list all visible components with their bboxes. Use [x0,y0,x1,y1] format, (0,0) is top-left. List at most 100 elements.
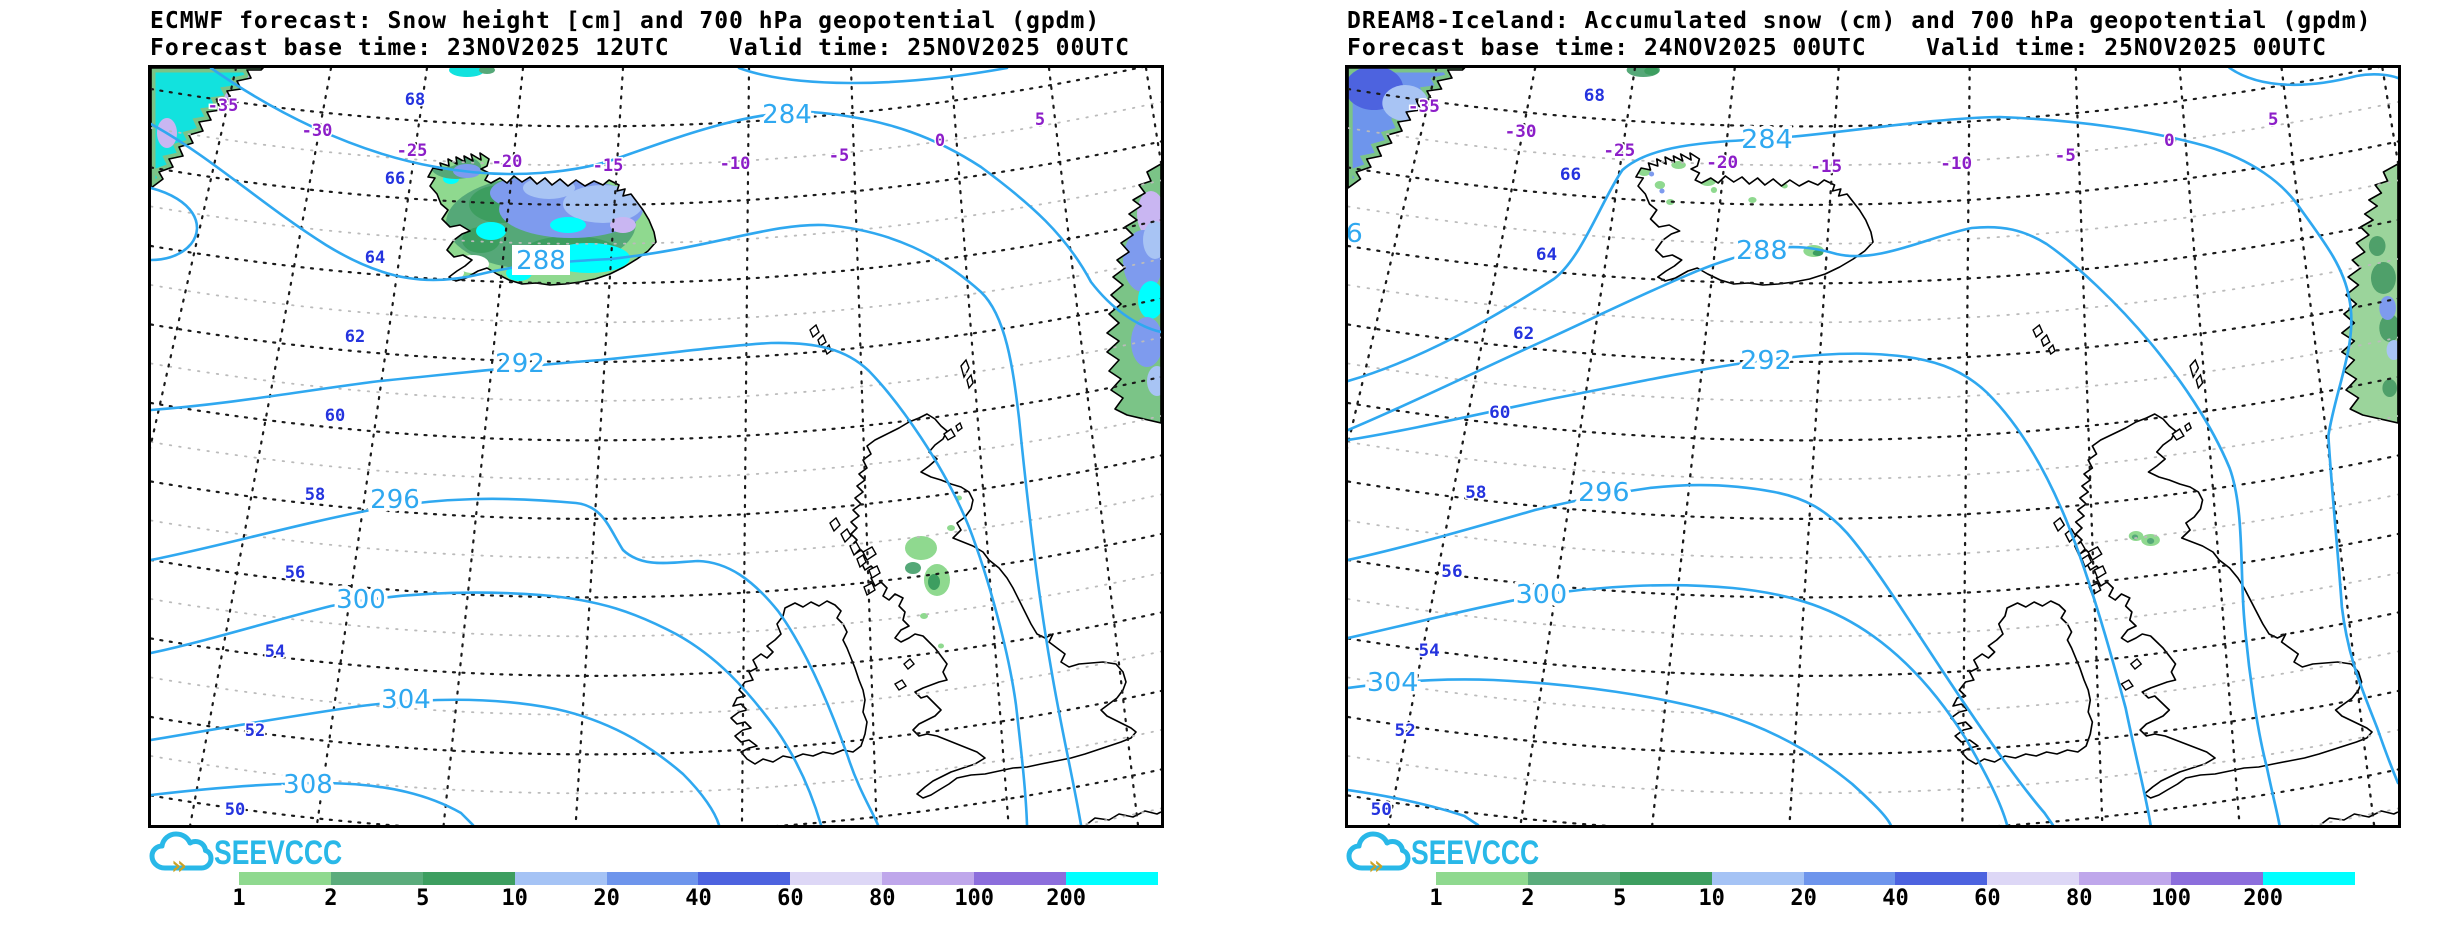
contour-label: 288 [1736,235,1788,265]
longitude-label: -25 [397,141,428,161]
map-canvas-ecmwf: 284 288 292 296 300 304 308 -35 -30 -25 -20 -15 -10 -… [148,65,1164,828]
snow-colorbar-labels: 1 2 5 10 20 40 60 80 100 200 [1429,886,2376,912]
longitude-label: -35 [208,96,239,116]
longitude-label: -20 [492,152,523,172]
legend-swatch [1066,872,1158,885]
contour-label: 292 [1740,345,1792,375]
logo-arrow-icon: » [1368,851,1384,876]
latitude-label: 64 [365,248,385,268]
legend-swatch [698,872,791,885]
panel-subtitle: Forecast base time: 24NOV2025 00UTC Vali… [1347,35,2327,61]
latitude-label: 50 [1371,800,1392,820]
latitude-label: 68 [405,90,425,110]
contour-label: 288 [516,246,566,276]
contour-label: 304 [381,685,431,715]
snow-colorbar [239,872,1158,885]
map-labels: 6 284 288 292 296 300 304 -35 -30 -25 -20 -15 -10 -5 0… [1346,85,2280,822]
longitude-label: -35 [1408,97,1440,117]
latitude-label: 56 [1441,562,1462,582]
contour-label: 300 [1516,579,1568,609]
longitude-label: -10 [1940,154,1972,174]
latitude-label: 54 [1418,641,1439,661]
snow-colorbar-labels: 1 2 5 10 20 40 60 80 100 200 [232,886,1179,912]
legend-swatch [790,872,883,885]
panel-title: DREAM8-Iceland: Accumulated snow (cm) an… [1347,8,2372,34]
contour-label-box [512,245,570,275]
legend-tick-label: 200 [2243,886,2283,911]
contour-label: 6 [1346,218,1363,248]
latitude-label: 56 [285,563,305,583]
longitude-label: -5 [2055,146,2076,166]
legend-tick-label: 20 [593,886,620,911]
latitude-label: 54 [265,642,285,662]
panel-footer: » SEEVCCC 1 2 5 10 20 40 60 80 100 200 [1345,828,2401,925]
longitude-label: 0 [2164,131,2175,151]
legend-tick-label: 200 [1046,886,1086,911]
legend-tick-label: 40 [685,886,712,911]
legend-tick-label: 2 [324,886,338,911]
panel-subtitle: Forecast base time: 23NOV2025 12UTC Vali… [150,35,1130,61]
legend-swatch [514,872,607,885]
legend-swatch [1803,872,1896,885]
legend-swatch [2263,872,2355,885]
legend-swatch [1527,872,1620,885]
latitude-label: 52 [245,721,265,741]
contour-label: 296 [1578,477,1630,507]
contour-label: 284 [762,100,812,130]
legend-swatch [1987,872,2080,885]
contour-label: 284 [1741,124,1793,154]
longitude-label: -15 [1810,157,1842,177]
longitude-label: -5 [829,146,849,166]
legend-tick-label: 60 [777,886,804,911]
latitude-label: 58 [1465,483,1486,503]
contour-label: 304 [1367,667,1419,697]
latitude-label: 62 [345,327,365,347]
legend-tick-label: 10 [1698,886,1725,911]
latitude-label: 64 [1536,245,1557,265]
panel-title-block: DREAM8-Iceland: Accumulated snow (cm) an… [1347,8,2371,62]
legend-swatch [606,872,699,885]
legend-tick-label: 100 [2151,886,2192,911]
legend-swatch [330,872,423,885]
longitude-label: -25 [1603,141,1635,161]
legend-swatch [2171,872,2264,885]
snow-colorbar [1436,872,2355,885]
legend-swatch [422,872,515,885]
legend-tick-label: 5 [1613,886,1627,911]
legend-swatch [882,872,975,885]
contour-label: 300 [336,585,386,615]
latitude-label: 62 [1513,324,1534,344]
panel-title-block: ECMWF forecast: Snow height [cm] and 700… [150,8,1130,62]
legend-swatch [1436,872,1528,885]
latitude-label: 66 [1560,165,1581,185]
legend-swatch [1895,872,1988,885]
latitude-label: 52 [1395,721,1416,741]
legend-tick-label: 40 [1882,886,1909,911]
logo-text: SEEVCCC [1411,833,1540,872]
legend-tick-label: 1 [1429,886,1443,911]
legend-swatch [2079,872,2172,885]
legend-tick-label: 100 [954,886,995,911]
legend-tick-label: 60 [1974,886,2001,911]
contour-label: 296 [370,485,420,515]
cloud-logo-icon: » [1346,831,1411,876]
panel-dream8: DREAM8-Iceland: Accumulated snow (cm) an… [1345,0,2401,925]
longitude-label: 5 [1035,110,1045,130]
contour-label: 308 [283,770,333,800]
map-canvas-dream8: 6 284 288 292 296 300 304 -35 -30 -25 -20 -15 -10 -5 0… [1345,65,2401,828]
latitude-label: 68 [1584,86,1605,106]
panel-footer: » SEEVCCC 1 2 5 10 20 40 60 80 100 200 [148,828,1164,925]
longitude-label: -20 [1706,153,1738,173]
legend-tick-label: 80 [2066,886,2093,911]
seevccc-logo: » SEEVCCC [1345,830,1575,876]
legend-tick-label: 20 [1790,886,1817,911]
legend-swatch [1711,872,1804,885]
latitude-label: 60 [1489,403,1510,423]
longitude-label: -15 [593,156,624,176]
map-labels: 284 288 292 296 300 304 308 -35 -30 -25 -20 -15 -10 -… [206,89,1046,822]
legend-swatch [239,872,331,885]
legend-swatch [1619,872,1712,885]
longitude-label: -30 [1505,122,1537,142]
latitude-label: 50 [225,800,245,820]
